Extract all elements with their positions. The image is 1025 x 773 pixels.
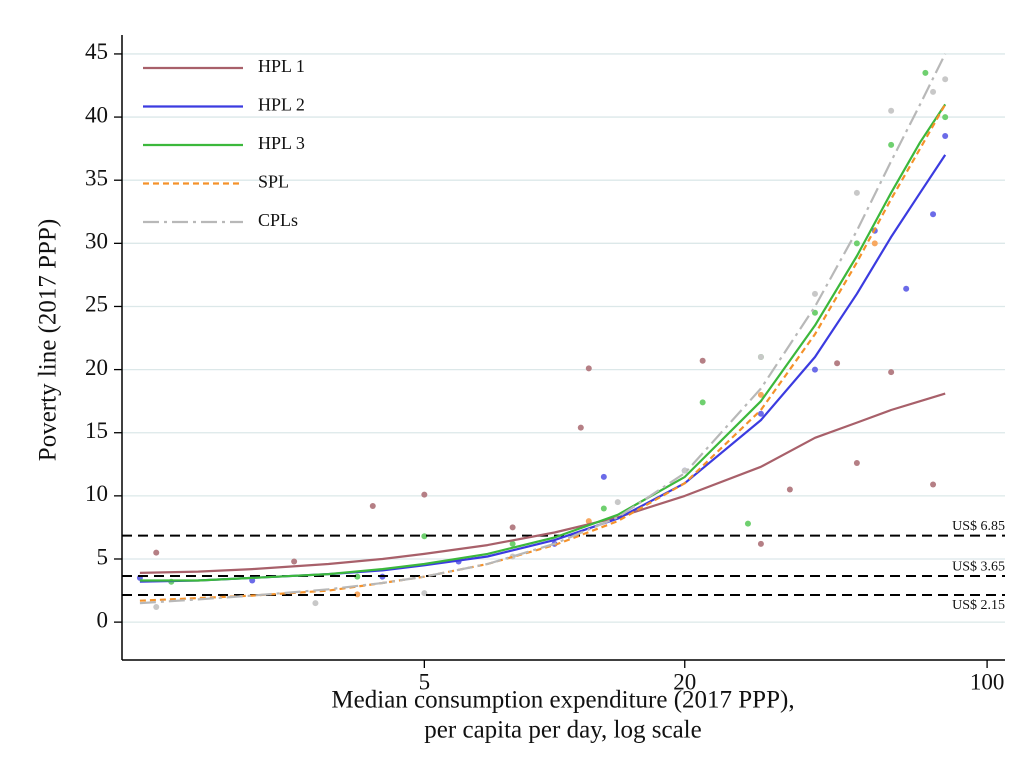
y-axis-label: Poverty line (2017 PPP) xyxy=(35,219,62,461)
series-line xyxy=(139,103,947,582)
scatter-point xyxy=(577,424,584,431)
scatter-point xyxy=(903,285,910,292)
x-axis-label: per capita per day, log scale xyxy=(424,717,701,744)
scatter-point xyxy=(811,290,818,297)
scatter-point xyxy=(888,107,895,114)
legend-label: CPLs xyxy=(258,210,298,230)
scatter-point xyxy=(421,590,428,597)
scatter-point xyxy=(811,309,818,316)
scatter-point xyxy=(509,524,516,531)
scatter-point xyxy=(942,76,949,83)
scatter-point xyxy=(699,399,706,406)
reference-label: US$ 6.85 xyxy=(952,519,1005,534)
scatter-point xyxy=(930,211,937,218)
reference-label: US$ 2.15 xyxy=(952,598,1005,613)
scatter-point xyxy=(421,491,428,498)
y-tick-label: 40 xyxy=(85,102,108,127)
y-tick-label: 25 xyxy=(85,292,108,317)
legend-label: SPL xyxy=(258,172,289,192)
y-tick-label: 0 xyxy=(97,607,109,632)
x-tick-label: 5 xyxy=(419,669,431,694)
scatter-point xyxy=(757,540,764,547)
scatter-point xyxy=(853,460,860,467)
scatter-point xyxy=(699,357,706,364)
scatter-point xyxy=(811,366,818,373)
legend-label: HPL 1 xyxy=(258,56,305,76)
reference-label: US$ 3.65 xyxy=(952,559,1005,574)
scatter-point xyxy=(421,533,428,540)
scatter-point xyxy=(312,600,319,607)
scatter-point xyxy=(153,603,160,610)
scatter-point xyxy=(942,133,949,140)
scatter-point xyxy=(757,391,764,398)
scatter-point xyxy=(922,69,929,76)
scatter-point xyxy=(930,481,937,488)
x-axis-label: Median consumption expenditure (2017 PPP… xyxy=(331,687,794,714)
y-tick-label: 20 xyxy=(85,355,108,380)
y-tick-label: 15 xyxy=(85,418,108,443)
scatter-point xyxy=(757,353,764,360)
scatter-point xyxy=(744,520,751,527)
scatter-point xyxy=(369,502,376,509)
scatter-point xyxy=(600,505,607,512)
legend-label: HPL 2 xyxy=(258,95,305,115)
scatter-point xyxy=(834,360,841,367)
grid xyxy=(122,53,1005,623)
scatter-point xyxy=(681,467,688,474)
y-tick-label: 45 xyxy=(85,39,108,64)
scatter-point xyxy=(786,486,793,493)
scatter-point xyxy=(942,114,949,121)
legend-label: HPL 3 xyxy=(258,133,305,153)
scatter-point xyxy=(888,141,895,148)
scatter-point xyxy=(509,540,516,547)
y-tick-label: 35 xyxy=(85,165,108,190)
x-tick-label: 100 xyxy=(970,669,1005,694)
y-tick-label: 30 xyxy=(85,229,108,254)
series-line xyxy=(139,53,947,605)
scatter-point xyxy=(614,499,621,506)
scatter-point xyxy=(930,88,937,95)
scatter-point xyxy=(153,549,160,556)
plot-area xyxy=(122,53,1005,610)
scatter-point xyxy=(291,558,298,565)
scatter-point xyxy=(600,473,607,480)
scatter-point xyxy=(853,189,860,196)
scatter-point xyxy=(757,410,764,417)
scatter-point xyxy=(888,369,895,376)
scatter-point xyxy=(871,240,878,247)
y-tick-label: 5 xyxy=(97,544,109,569)
scatter-point xyxy=(585,365,592,372)
scatter-point xyxy=(853,240,860,247)
x-tick-label: 20 xyxy=(673,669,696,694)
series-line xyxy=(139,392,946,574)
y-tick-label: 10 xyxy=(85,481,108,506)
scatter-point xyxy=(585,518,592,525)
